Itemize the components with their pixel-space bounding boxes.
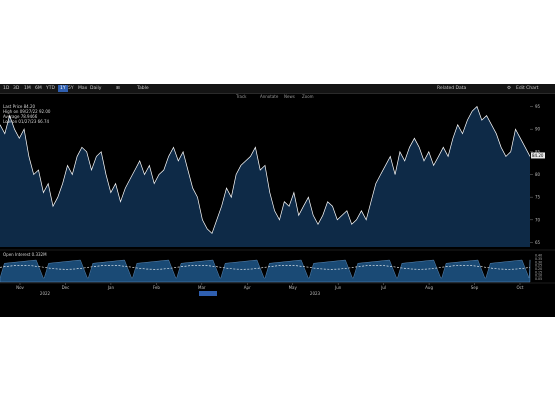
price-tick-label: 95 — [535, 104, 541, 109]
frequency-select[interactable]: Daily — [90, 86, 102, 91]
open-interest-legend: Open Interest 0.332M — [3, 252, 47, 257]
month-label: Jan — [107, 285, 115, 290]
legend-last-price: Last Price 84.20 — [3, 104, 36, 109]
range-5y[interactable]: 5Y — [68, 86, 74, 91]
chart-menu-icon[interactable]: ⊞ — [116, 86, 120, 91]
month-label: Dec — [62, 285, 70, 290]
month-label: Jun — [334, 285, 342, 290]
price-tick-label: 70 — [535, 217, 541, 222]
zoom-button[interactable]: Zoom — [302, 94, 314, 99]
range-3d[interactable]: 3D — [13, 86, 20, 91]
month-label: Nov — [16, 285, 24, 290]
year-label: 2022 — [40, 291, 51, 296]
price-tick-label: 85 — [535, 149, 541, 154]
news-button[interactable]: News — [284, 94, 295, 99]
month-label: Mar — [198, 285, 206, 290]
range-6m[interactable]: 6M — [35, 86, 42, 91]
range-1d[interactable]: 1D — [3, 86, 10, 91]
gear-icon[interactable]: ⚙ — [507, 86, 512, 91]
range-1y[interactable]: 1Y — [58, 85, 68, 92]
price-chart[interactable]: 6570758085909584.200.400.350.300.250.200… — [0, 84, 555, 317]
month-label: Oct — [517, 285, 524, 290]
oi-tick-label: 0.20 — [535, 267, 542, 271]
legend-low: Low on 01/27/23 66.74 — [3, 119, 50, 124]
legend-high: High on 09/27/22 92.00 — [3, 109, 51, 114]
range-max[interactable]: Max — [78, 86, 88, 91]
range-1m[interactable]: 1M — [24, 86, 31, 91]
last-price-tag-label: 84.20 — [532, 153, 544, 158]
legend-average: Average 78.9466 — [3, 114, 38, 119]
month-label: Feb — [153, 285, 161, 290]
month-label: May — [289, 285, 298, 290]
price-tick-label: 75 — [535, 195, 541, 200]
open-interest-area — [0, 259, 531, 283]
oi-tick-label: 0.15 — [535, 270, 542, 274]
price-tick-label: 65 — [535, 240, 541, 245]
open-interest-average-line — [0, 264, 531, 270]
table-button[interactable]: Table — [137, 86, 149, 91]
oi-tick-label: 0.10 — [535, 274, 542, 278]
date-cursor-marker — [199, 291, 217, 296]
oi-tick-label: 0.40 — [535, 254, 542, 258]
oi-tick-label: 0.05 — [535, 277, 542, 281]
edit-chart-button[interactable]: Edit Chart — [516, 86, 539, 91]
chart-toolbar: 1D 3D 1M 6M YTD 1Y 5Y Max Daily ⊞ Table … — [0, 84, 555, 94]
price-line — [0, 105, 531, 235]
sub-toolbar: Track Annotate News Zoom — [0, 93, 555, 101]
oi-tick-label: 0.25 — [535, 264, 542, 268]
oi-tick-label: 0.35 — [535, 257, 542, 261]
oi-tick-label: 0.30 — [535, 260, 542, 264]
year-label: 2023 — [310, 291, 321, 296]
price-area-fill — [0, 106, 530, 247]
bloomberg-terminal: 1D 3D 1M 6M YTD 1Y 5Y Max Daily ⊞ Table … — [0, 84, 555, 317]
month-label: Sep — [471, 285, 479, 290]
price-tick-label: 80 — [535, 172, 541, 177]
month-label: Aug — [425, 285, 433, 290]
annotate-button[interactable]: Annotate — [260, 94, 279, 99]
price-legend: Last Price 84.20 High on 09/27/22 92.00 … — [3, 104, 50, 124]
last-price-tag — [531, 152, 545, 159]
month-label: Apr — [244, 285, 251, 290]
price-tick-label: 90 — [535, 127, 541, 132]
track-button[interactable]: Track — [236, 94, 247, 99]
range-ytd[interactable]: YTD — [46, 86, 55, 91]
related-data-button[interactable]: Related Data — [437, 86, 467, 91]
month-label: Jul — [380, 285, 386, 290]
